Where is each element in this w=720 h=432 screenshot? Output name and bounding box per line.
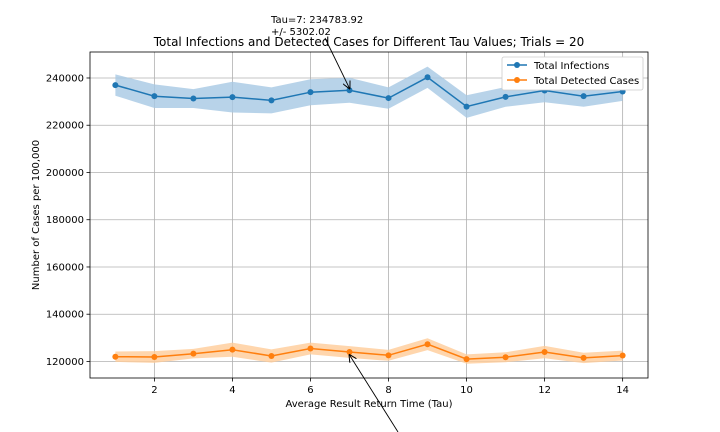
data-point	[502, 354, 509, 361]
data-point	[190, 95, 197, 102]
y-tick-label: 180000	[46, 215, 84, 226]
y-tick-label: 160000	[46, 262, 84, 273]
x-ticks: 2 4 6 8 10 12 14	[151, 378, 629, 396]
plot-frame	[89, 51, 649, 379]
data-point	[151, 93, 158, 100]
annotation-line-2: +/- 5302.02	[271, 27, 331, 38]
y-ticks: 120000 140000 160000 180000 200000 220000 2400…	[46, 73, 90, 368]
data-point	[268, 97, 275, 104]
grid	[90, 52, 648, 378]
y-tick-label: 140000	[46, 310, 84, 321]
x-tick-label: 4	[229, 385, 235, 396]
annotation-line-1: Tau=7: 234783.92	[270, 15, 363, 26]
data-point	[541, 349, 548, 356]
x-tick-label: 12	[538, 385, 551, 396]
y-tick-label: 120000	[46, 357, 84, 368]
data-point	[151, 353, 158, 360]
data-point	[112, 82, 119, 89]
legend-marker-detected	[514, 77, 520, 83]
data-point	[268, 353, 275, 360]
x-axis-label: Average Result Return Time (Tau)	[285, 399, 452, 410]
error-band-0	[115, 66, 623, 118]
y-axis-label: Number of Cases per 100,000	[31, 140, 42, 290]
series-lines	[115, 76, 623, 360]
data-point	[190, 350, 197, 357]
legend-marker-infections	[514, 62, 520, 68]
series-line-1	[115, 343, 623, 360]
data-point	[385, 352, 392, 359]
data-point	[502, 93, 509, 100]
x-tick-label: 8	[385, 385, 391, 396]
annotation-arrows	[324, 37, 399, 432]
annotation-arrow-top	[324, 37, 349, 88]
y-tick-label: 200000	[46, 168, 84, 179]
data-point	[619, 352, 626, 359]
data-point	[385, 95, 392, 102]
legend-box	[501, 56, 644, 91]
y-tick-label: 240000	[46, 73, 84, 84]
annotations: Tau=7: 234783.92 +/- 5302.02	[270, 15, 399, 432]
x-tick-label: 6	[307, 385, 313, 396]
legend-label-infections: Total Infections	[533, 61, 609, 72]
data-point	[580, 354, 587, 361]
data-point	[307, 89, 314, 96]
data-point	[346, 349, 353, 356]
y-tick-label: 220000	[46, 121, 84, 132]
annotation-arrow-bottom	[349, 355, 399, 432]
series-points	[112, 74, 626, 363]
legend-label-detected: Total Detected Cases	[533, 76, 639, 87]
data-point	[112, 353, 119, 360]
data-point	[229, 94, 236, 101]
x-tick-label: 10	[460, 385, 473, 396]
data-point	[307, 345, 314, 352]
data-point	[424, 341, 431, 348]
data-point	[463, 356, 470, 363]
data-point	[580, 93, 587, 100]
x-tick-label: 14	[616, 385, 629, 396]
series-line-0	[115, 76, 623, 108]
legend: Total Infections Total Detected Cases	[501, 56, 644, 91]
data-point	[424, 74, 431, 81]
x-tick-label: 2	[151, 385, 157, 396]
chart-title: Total Infections and Detected Cases for …	[153, 35, 585, 49]
data-point	[229, 346, 236, 353]
data-point	[463, 103, 470, 110]
